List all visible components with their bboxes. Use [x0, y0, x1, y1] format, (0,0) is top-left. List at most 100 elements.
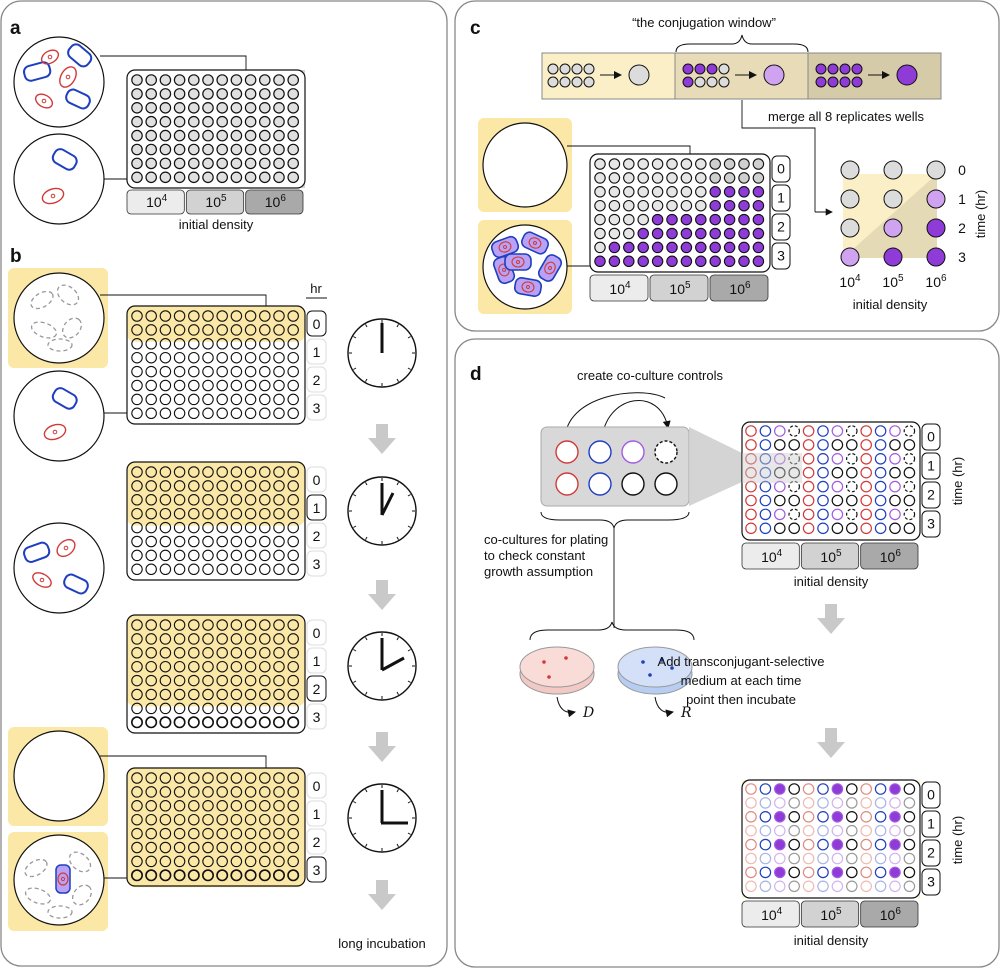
- well: [273, 786, 285, 798]
- well: [131, 813, 143, 826]
- well: [637, 199, 649, 212]
- well: [773, 522, 786, 535]
- well: [259, 647, 271, 659]
- well: [230, 521, 243, 534]
- well: [745, 466, 757, 479]
- density-label: 105: [820, 906, 842, 923]
- well: [259, 338, 271, 350]
- well: [202, 702, 214, 715]
- well: [159, 351, 172, 364]
- well: [131, 480, 143, 492]
- well: [244, 507, 257, 520]
- well: [131, 549, 143, 562]
- summary-well: [883, 218, 903, 238]
- well: [244, 521, 257, 534]
- well: [651, 172, 664, 184]
- time-label: 0: [313, 778, 321, 794]
- well: [145, 688, 157, 701]
- well: [244, 393, 257, 406]
- well: [131, 800, 143, 812]
- well: [752, 199, 765, 212]
- well: [244, 702, 257, 715]
- density-label: 104: [146, 193, 168, 210]
- well: [173, 702, 186, 715]
- summary-well: [883, 160, 903, 180]
- well: [188, 688, 200, 701]
- well: [802, 522, 815, 535]
- recipient-cell: [63, 573, 89, 595]
- well: [709, 158, 721, 170]
- well: [903, 866, 916, 879]
- well: [845, 494, 858, 507]
- well: [244, 324, 257, 336]
- well: [874, 866, 887, 879]
- well: [188, 507, 200, 520]
- well: [273, 563, 285, 576]
- well: [159, 688, 172, 701]
- well: [817, 810, 829, 823]
- well: [188, 494, 200, 506]
- transconjugant-cells: [490, 231, 563, 297]
- density-label: 106: [880, 548, 902, 565]
- well: [173, 869, 186, 882]
- donor-cell: [32, 572, 52, 588]
- well: [159, 115, 172, 128]
- well: [788, 522, 800, 535]
- well: [230, 633, 243, 645]
- time-box: [306, 494, 327, 521]
- well: [131, 379, 143, 392]
- well: [259, 688, 271, 701]
- well: [752, 186, 765, 198]
- well: [131, 674, 143, 687]
- time-box: [921, 481, 941, 509]
- density-bar-d-bottom: 104 105 106: [741, 900, 919, 928]
- well: [216, 563, 228, 576]
- plate-border: [126, 461, 306, 581]
- well: [230, 813, 243, 826]
- step-label: Add transconjugant-selective medium at ea…: [658, 654, 825, 707]
- merged-well: [628, 64, 650, 86]
- well: [145, 157, 157, 170]
- well: [202, 660, 214, 673]
- time-box: [921, 452, 941, 480]
- well: [159, 74, 172, 86]
- well: [709, 227, 721, 240]
- well: [287, 494, 299, 506]
- well: [216, 688, 228, 701]
- well: [230, 351, 243, 364]
- well: [745, 508, 757, 521]
- time-label: 2: [313, 528, 321, 544]
- time-box: [306, 394, 327, 421]
- density-label: 105: [820, 548, 842, 565]
- down-arrow-icon: [368, 732, 396, 762]
- well: [230, 171, 243, 184]
- step-line: Add transconjugant-selective: [658, 654, 825, 669]
- well: [903, 466, 916, 479]
- well: [594, 199, 606, 212]
- well: [173, 660, 186, 673]
- well: [680, 172, 693, 184]
- well: [273, 102, 285, 114]
- plate-border: [126, 614, 306, 734]
- well-plate-b: 0 1 2 3: [126, 614, 327, 734]
- window-wells: [547, 63, 918, 88]
- well: [623, 158, 635, 170]
- time-box: [306, 828, 327, 855]
- well: [273, 494, 285, 506]
- well: [287, 800, 299, 812]
- recipient-cell: [23, 541, 51, 563]
- well: [695, 172, 707, 184]
- well: [273, 702, 285, 715]
- well: [831, 522, 844, 535]
- well: [860, 480, 872, 493]
- well: [788, 824, 800, 837]
- well: [230, 480, 243, 492]
- well: [273, 827, 285, 840]
- coculture-line: co-cultures for plating: [484, 532, 608, 547]
- well: [244, 379, 257, 392]
- well: [718, 63, 730, 75]
- well: [202, 379, 214, 392]
- time-box: [921, 868, 941, 896]
- well: [131, 74, 143, 86]
